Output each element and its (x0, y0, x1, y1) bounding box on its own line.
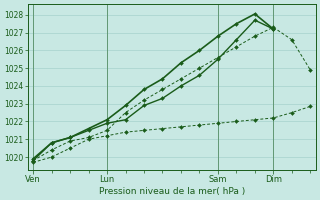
X-axis label: Pression niveau de la mer( hPa ): Pression niveau de la mer( hPa ) (99, 187, 245, 196)
